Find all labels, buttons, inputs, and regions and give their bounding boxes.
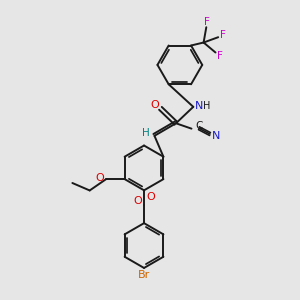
- Text: H: H: [142, 128, 150, 138]
- Text: F: F: [217, 51, 223, 61]
- Text: O: O: [95, 172, 104, 183]
- Text: N: N: [194, 101, 203, 111]
- Text: F: F: [220, 30, 226, 40]
- Text: O: O: [150, 100, 159, 110]
- Text: Br: Br: [138, 269, 150, 280]
- Text: F: F: [204, 17, 210, 27]
- Text: N: N: [212, 130, 220, 140]
- Text: O: O: [146, 193, 155, 202]
- Text: C: C: [195, 121, 202, 131]
- Text: H: H: [203, 101, 210, 111]
- Text: O: O: [133, 196, 142, 206]
